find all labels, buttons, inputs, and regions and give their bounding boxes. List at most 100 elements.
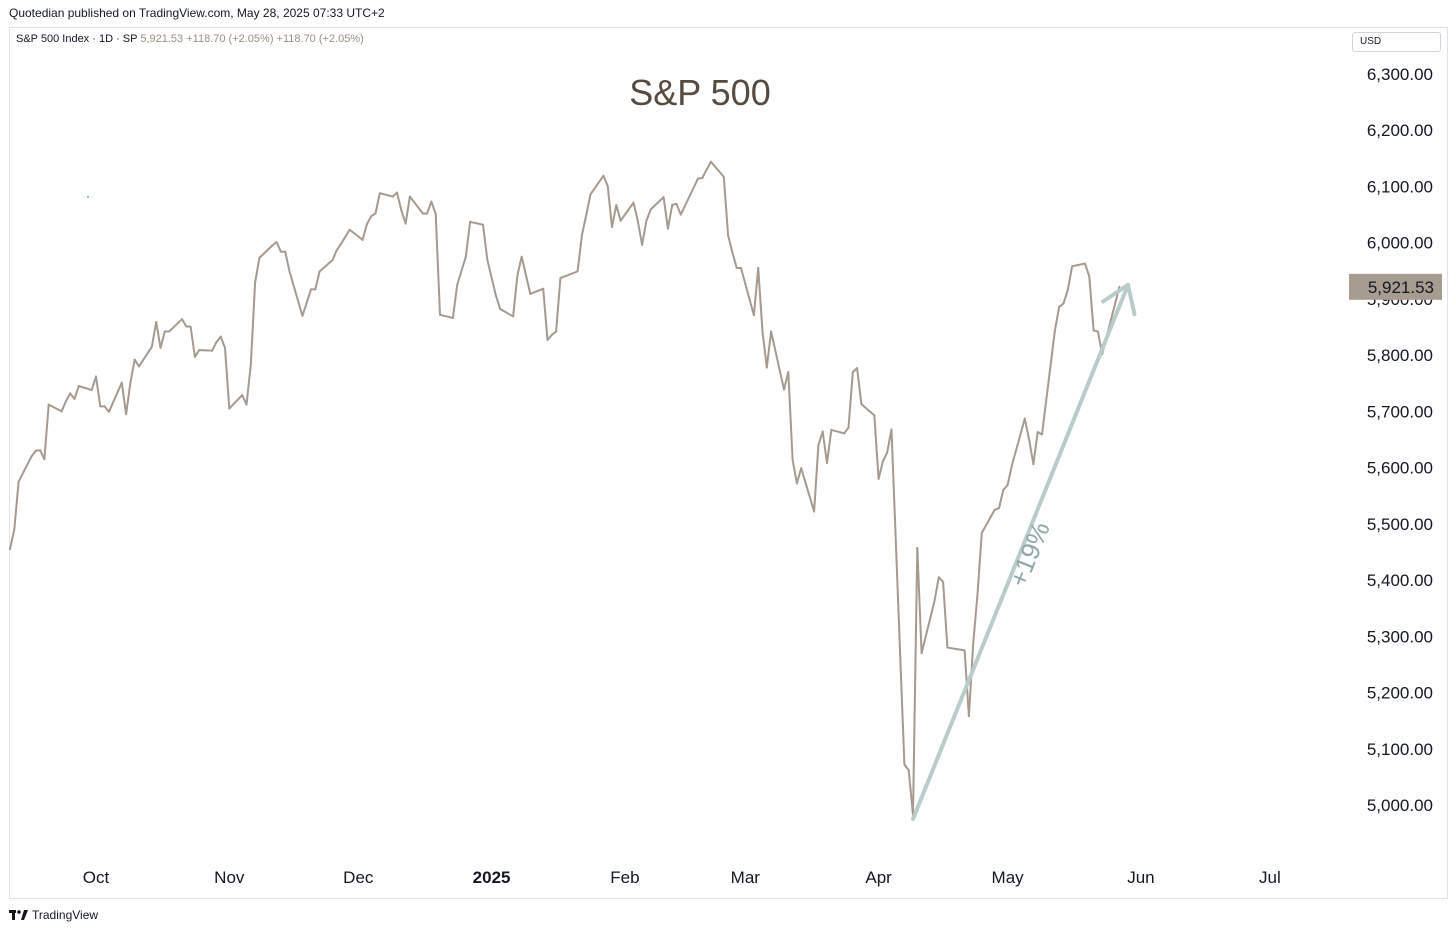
- price-line-segment: [125, 381, 132, 416]
- y-tick-label: 5,000.00: [1367, 796, 1433, 815]
- price-line-segment: [439, 313, 454, 320]
- price-line-segment: [580, 214, 588, 237]
- price-line-segment: [615, 204, 622, 222]
- price-line-segment: [77, 385, 93, 392]
- trend-arrow-head: [1101, 282, 1137, 317]
- y-tick-label: 6,300.00: [1367, 65, 1433, 84]
- price-line-segment: [976, 531, 983, 596]
- price-line-segment: [456, 255, 467, 286]
- price-line-segment: [830, 428, 846, 435]
- price-line-segment: [1084, 262, 1091, 278]
- price-line-segment: [1032, 431, 1039, 466]
- price-line-segment: [340, 228, 351, 245]
- price-line-segment: [937, 576, 945, 583]
- trend-arrow-shaft: [911, 282, 1130, 822]
- price-line-segment: [606, 184, 613, 228]
- price-line-segment: [400, 209, 407, 225]
- price-line-segment: [860, 403, 876, 417]
- price-line-segment: [301, 301, 308, 317]
- price-line-segment: [765, 330, 773, 369]
- tradingview-footer[interactable]: TradingView: [9, 908, 98, 922]
- footer-brand: TradingView: [32, 908, 99, 922]
- price-line-segment: [1002, 484, 1009, 492]
- price-line-segment: [254, 256, 261, 284]
- y-tick-label: 5,700.00: [1367, 402, 1433, 421]
- price-line-segment: [64, 392, 72, 403]
- price-line-segment: [632, 201, 639, 222]
- currency-button[interactable]: USD: [1352, 32, 1441, 52]
- y-tick-label: 5,100.00: [1367, 740, 1433, 759]
- last-price: 5,921.53: [140, 33, 184, 45]
- price-line-segment: [752, 266, 760, 317]
- price-line-segment: [224, 346, 231, 410]
- price-line-segment: [611, 204, 618, 228]
- price-line-segment: [155, 320, 162, 349]
- price-line-segment: [881, 451, 889, 463]
- price-line-segment: [740, 266, 755, 317]
- price-line-segment: [43, 403, 50, 461]
- price-line-segment: [120, 381, 128, 416]
- price-line-segment: [916, 547, 923, 655]
- price-line-segment: [826, 428, 833, 465]
- price-line-segment: [520, 255, 532, 295]
- price-line-segment: [709, 160, 725, 178]
- price-line-segment: [331, 249, 338, 262]
- price-line-segment: [284, 250, 291, 273]
- price-line-segment: [821, 430, 828, 465]
- price-line-segment: [378, 192, 394, 198]
- symbol-title[interactable]: S&P 500 Index · 1D · SP: [16, 33, 138, 45]
- price-line-segment: [602, 174, 609, 187]
- price-line-segment: [258, 244, 274, 259]
- price-line-segment: [189, 325, 196, 358]
- price-line-segment: [843, 426, 850, 435]
- price-line-segment: [1041, 329, 1056, 436]
- price-line-segment: [249, 281, 257, 366]
- price-line-segment: [980, 508, 996, 534]
- change-value-2: +118.70 (+2.05%): [276, 33, 364, 45]
- price-line-segment: [619, 201, 635, 222]
- price-line-segment: [847, 371, 854, 429]
- price-line-segment: [641, 219, 648, 246]
- x-tick-label: Apr: [865, 868, 892, 887]
- x-tick-label: May: [992, 868, 1025, 887]
- price-line-segment: [13, 480, 20, 531]
- x-tick-label: Oct: [83, 868, 110, 887]
- price-line-segment: [817, 430, 824, 447]
- price-line-segment: [181, 318, 188, 328]
- y-tick-label: 5,800.00: [1367, 346, 1433, 365]
- price-line-segment: [288, 270, 304, 317]
- price-line-segment: [107, 381, 123, 413]
- price-line-segment: [73, 385, 80, 401]
- price-line-segment: [318, 259, 334, 273]
- price-line-segment: [426, 200, 433, 215]
- y-tick-label: 5,600.00: [1367, 459, 1433, 478]
- price-line-segment: [1028, 438, 1035, 466]
- price-line-segment: [649, 196, 665, 211]
- price-line-segment: [374, 192, 381, 215]
- price-line-segment: [335, 242, 343, 252]
- price-line-segment: [464, 220, 472, 258]
- price-line-segment: [787, 371, 794, 461]
- price-line-segment: [1062, 288, 1069, 305]
- price-line-segment: [856, 367, 863, 406]
- price-line-segment: [800, 467, 816, 513]
- price-line-segment: [138, 345, 153, 368]
- change-value-1: +118.70 (+2.05%): [186, 33, 274, 45]
- price-line-segment: [666, 204, 674, 230]
- price-line-segment: [494, 294, 502, 311]
- y-tick-label: 5,200.00: [1367, 684, 1433, 703]
- price-line-segment: [559, 270, 579, 280]
- x-tick-label: Dec: [343, 868, 374, 887]
- price-line-segment: [168, 318, 183, 333]
- x-tick-label: Jul: [1259, 868, 1281, 887]
- x-tick-label: Feb: [610, 868, 639, 887]
- cursor-dot: [87, 196, 89, 198]
- last-price-badge-label: 5,921.53: [1368, 278, 1434, 297]
- price-line-segment: [193, 349, 201, 358]
- price-line-segment: [133, 358, 140, 368]
- price-line-segment: [636, 219, 644, 246]
- price-line-segment: [482, 223, 489, 261]
- price-line-segment: [791, 458, 798, 485]
- price-line-segment: [576, 234, 583, 273]
